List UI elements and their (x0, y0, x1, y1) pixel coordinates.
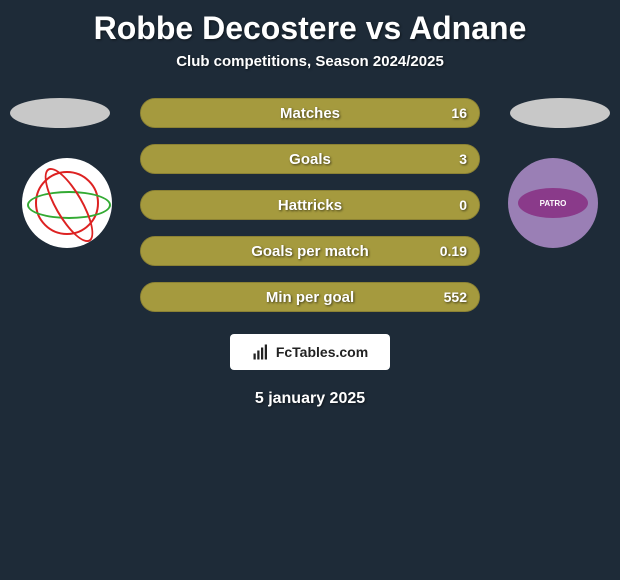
stat-bar-value-right: 3 (459, 145, 467, 173)
player-avatar-left (10, 98, 110, 128)
page-subtitle: Club competitions, Season 2024/2025 (0, 53, 620, 70)
stat-bar-label: Matches (141, 99, 479, 127)
stat-bars: Matches16 Goals3 Hattricks0 Goals per match… (140, 98, 480, 312)
club-badge-left (22, 158, 112, 248)
stat-bar-value-right: 0.19 (440, 237, 467, 265)
stat-bar-value-right: 0 (459, 191, 467, 219)
date-label: 5 january 2025 (0, 390, 620, 408)
club-badge-right-icon: PATRO (518, 188, 588, 218)
stat-bar: Hattricks0 (140, 190, 480, 220)
stat-bar-label: Hattricks (141, 191, 479, 219)
stat-bar: Matches16 (140, 98, 480, 128)
stat-bar-label: Min per goal (141, 283, 479, 311)
watermark-text: FcTables.com (276, 344, 368, 360)
stat-bar-value-right: 16 (451, 99, 467, 127)
page-title: Robbe Decostere vs Adnane (0, 0, 620, 47)
player-avatar-right (510, 98, 610, 128)
comparison-content: PATRO Matches16 Goals3 Hattricks0 Goals per… (0, 98, 620, 312)
stat-bar: Goals per match0.19 (140, 236, 480, 266)
chart-icon (252, 343, 270, 361)
stat-bar: Min per goal552 (140, 282, 480, 312)
stat-bar-label: Goals per match (141, 237, 479, 265)
stat-bar-label: Goals (141, 145, 479, 173)
watermark: FcTables.com (230, 334, 390, 370)
stat-bar-value-right: 552 (444, 283, 467, 311)
stat-bar: Goals3 (140, 144, 480, 174)
club-badge-left-icon (35, 171, 99, 235)
club-badge-right: PATRO (508, 158, 598, 248)
